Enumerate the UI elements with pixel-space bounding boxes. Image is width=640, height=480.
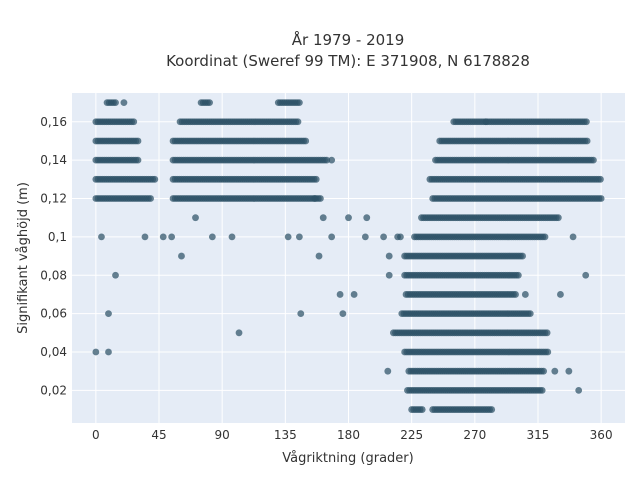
data-point — [328, 156, 336, 164]
data-point — [178, 252, 185, 260]
data-point — [385, 271, 393, 279]
chart-subtitle: Koordinat (Sweref 99 TM): E 371908, N 61… — [166, 52, 530, 70]
data-point — [206, 99, 213, 106]
data-point — [312, 175, 320, 183]
data-point — [315, 252, 323, 260]
data-point — [519, 252, 526, 260]
x-tick-label: 270 — [463, 428, 486, 442]
data-point — [105, 310, 112, 318]
data-point — [512, 291, 519, 298]
data-point — [597, 195, 605, 202]
scatter-points — [92, 99, 605, 413]
data-point — [295, 233, 303, 241]
x-axis-ticks: 0 45 90 135 180 225 270 315 360 — [92, 428, 613, 442]
data-point — [526, 310, 534, 318]
data-point — [565, 367, 573, 375]
data-point — [418, 406, 426, 413]
data-point — [112, 271, 119, 279]
data-point — [590, 156, 597, 164]
data-point — [345, 214, 352, 222]
data-point — [363, 214, 371, 222]
x-tick-label: 0 — [92, 428, 100, 442]
data-point — [130, 118, 138, 126]
y-tick-label: 0,04 — [40, 345, 67, 359]
data-point — [582, 271, 590, 279]
data-point — [235, 329, 243, 337]
data-point — [112, 99, 119, 106]
x-axis-title: Vågriktning (grader) — [282, 451, 413, 466]
data-point — [541, 233, 549, 241]
data-point — [514, 271, 522, 279]
data-point — [597, 175, 604, 183]
data-point — [192, 214, 199, 222]
data-point — [151, 175, 159, 183]
data-point — [339, 310, 347, 318]
data-point — [551, 367, 559, 375]
x-tick-label: 225 — [400, 428, 423, 442]
data-point — [159, 233, 167, 241]
data-point — [302, 137, 310, 145]
x-tick-label: 45 — [151, 428, 166, 442]
y-tick-label: 0,16 — [40, 115, 67, 129]
y-tick-label: 0,1 — [48, 230, 67, 244]
x-tick-label: 315 — [527, 428, 550, 442]
data-point — [380, 233, 387, 241]
x-tick-label: 360 — [590, 428, 613, 442]
x-tick-label: 135 — [274, 428, 297, 442]
data-point — [583, 118, 590, 126]
y-axis-ticks: 0,02 0,04 0,06 0,08 0,1 0,12 0,14 0,16 — [40, 115, 67, 398]
data-point — [328, 233, 336, 241]
data-point — [350, 291, 358, 298]
y-tick-label: 0,12 — [40, 192, 67, 206]
data-point — [361, 233, 369, 241]
data-point — [544, 348, 552, 356]
y-tick-label: 0,08 — [40, 268, 67, 282]
data-point — [92, 348, 100, 356]
data-point — [98, 233, 105, 241]
chart-title: År 1979 - 2019 — [292, 30, 405, 49]
data-point — [384, 367, 392, 375]
data-point — [385, 252, 393, 260]
data-point — [554, 214, 562, 222]
data-point — [323, 156, 331, 164]
data-point — [134, 156, 142, 164]
data-point — [540, 367, 547, 375]
x-tick-label: 180 — [337, 428, 360, 442]
data-point — [311, 195, 319, 202]
data-point — [228, 233, 236, 241]
data-point — [521, 291, 529, 298]
data-point — [147, 195, 154, 202]
data-point — [397, 233, 404, 241]
data-point — [538, 386, 546, 394]
data-point — [141, 233, 149, 241]
data-point — [105, 348, 112, 356]
data-point — [569, 233, 577, 241]
data-point — [294, 118, 302, 126]
data-point — [317, 195, 324, 202]
data-point — [297, 310, 305, 318]
data-point — [284, 233, 292, 241]
data-point — [488, 406, 496, 413]
y-axis-title: Signifikant våghöjd (m) — [16, 182, 31, 334]
x-tick-label: 90 — [215, 428, 230, 442]
y-tick-label: 0,02 — [40, 383, 67, 397]
data-point — [319, 214, 327, 222]
data-point — [134, 137, 142, 145]
data-point — [482, 118, 490, 126]
y-tick-label: 0,06 — [40, 307, 67, 321]
y-tick-label: 0,14 — [40, 153, 67, 167]
data-point — [336, 291, 344, 298]
data-point — [575, 386, 583, 394]
data-point — [295, 99, 303, 106]
data-point — [168, 233, 176, 241]
data-point — [208, 233, 216, 241]
data-point — [583, 137, 591, 145]
data-point — [543, 329, 551, 337]
data-point — [557, 291, 564, 298]
data-point — [120, 99, 128, 106]
